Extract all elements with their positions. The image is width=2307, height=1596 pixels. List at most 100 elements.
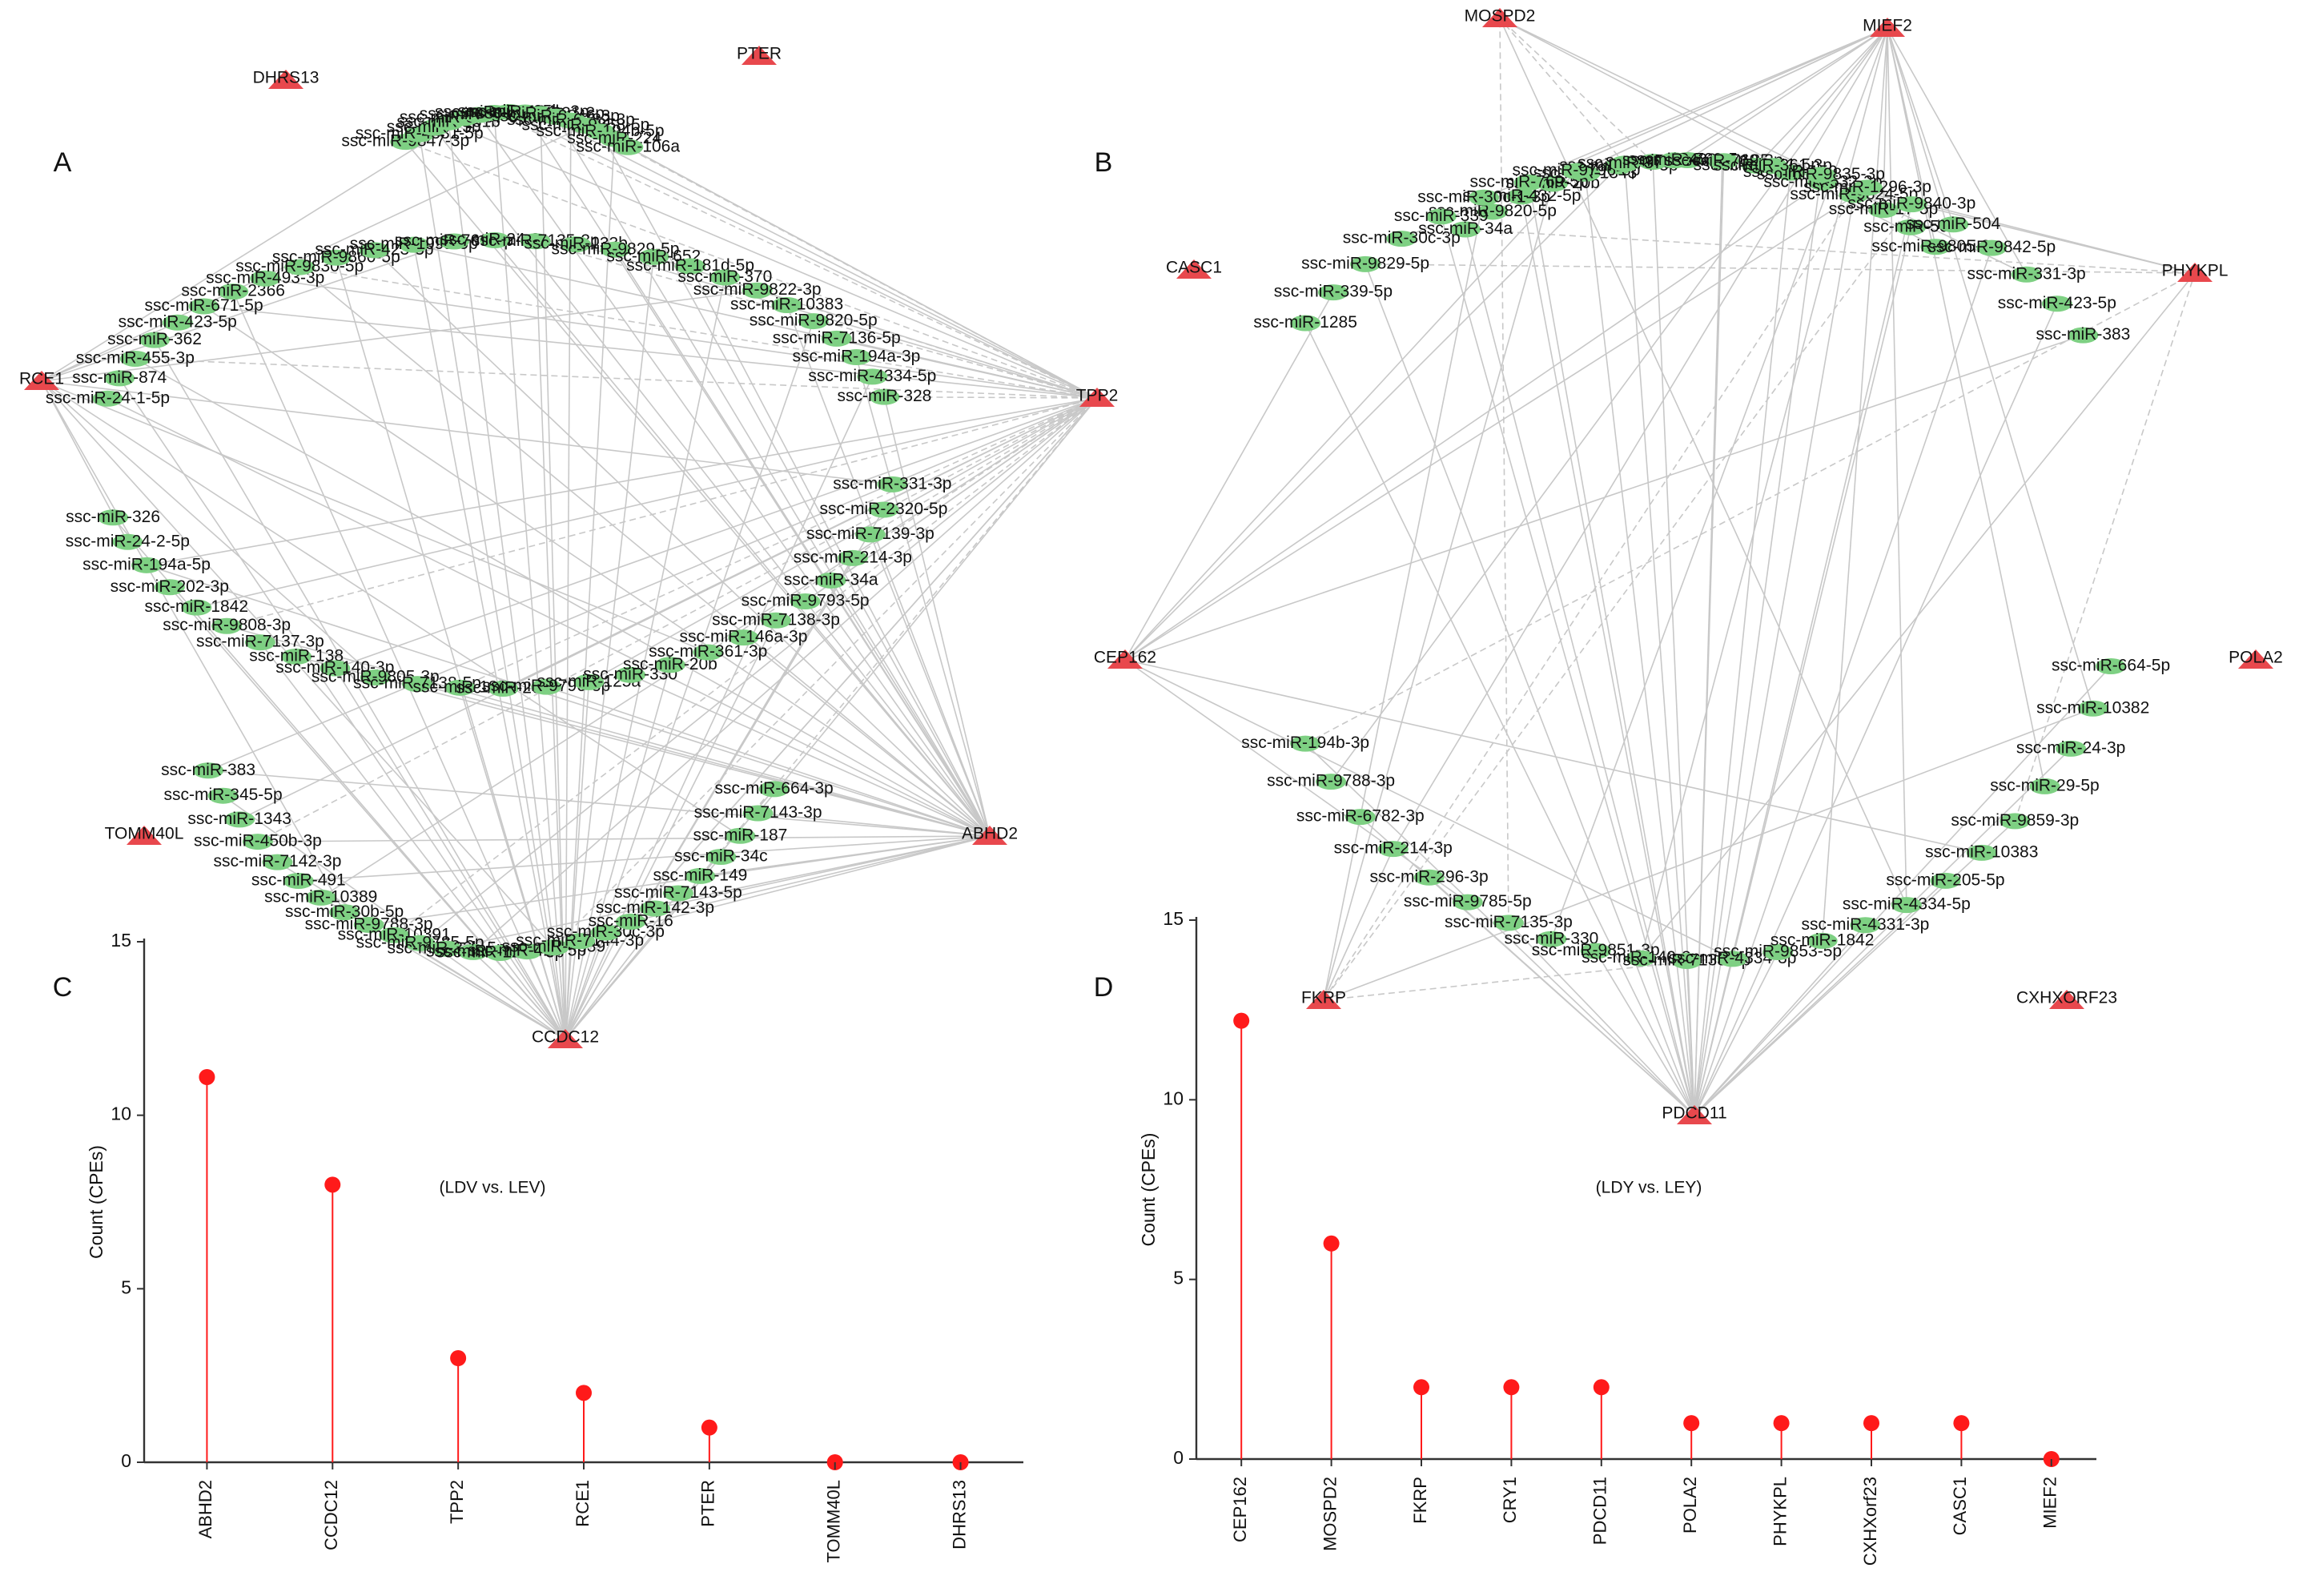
edge-line [1687,27,1888,161]
edge-line [494,239,991,837]
mirna-node-ssc-mir-423-5p: ssc-miR-423-5p [1998,294,2116,312]
edge-line [1887,27,1955,225]
edge-line [493,112,1098,399]
mirna-ellipse [857,368,888,385]
mirna-ellipse [484,944,516,961]
mirna-node-ssc-mir-361-3p: ssc-miR-361-3p [1714,156,1832,175]
edge-line [493,112,566,1040]
mirna-ellipse [224,811,255,828]
mirna-ellipse [1413,869,1445,886]
mirna-label: ssc-miR-214-3p [1334,839,1453,858]
mirna-ellipse [444,679,476,696]
mirna-node-ssc-mir-9785-5p: ssc-miR-9785-5p [1404,892,1532,911]
mirna-ellipse [1920,239,1951,255]
mirna-label: ssc-miR-214-3p [794,548,912,566]
edge-line [418,134,566,1040]
edge-line [1640,27,1888,959]
mirna-label: ssc-miR-769-3p [1664,151,1782,170]
edge-line [1441,216,1695,1116]
mirna-label: ssc-miR-30c-3p [1343,229,1461,247]
mirna-ellipse [1477,203,1508,220]
mirna-label: ssc-miR-9858-5p [521,115,649,134]
mirna-label: ssc-miR-1842 [1770,931,1875,949]
mirna-ellipse [638,248,669,265]
gene-label: PHYKPL [2162,262,2229,280]
mirna-label: ssc-miR-362 [107,330,202,348]
edge-line [1694,161,1725,1116]
mirna-label: ssc-miR-383 [2036,325,2131,344]
mirna-node-ssc-mir-361-3p: ssc-miR-361-3p [649,642,767,661]
mirna-ellipse [821,330,852,347]
mirna-ellipse [1561,163,1592,179]
mirna-node-ssc-mir-30c-3p: ssc-miR-30c-3p [1343,229,1461,247]
edge-line [2014,272,2196,822]
mirna-node-ssc-mir-142-3p: ssc-miR-142-3p [596,899,714,917]
lollipop-point-cry1 [1503,1379,1520,1396]
mirna-label: ssc-miR-331-3p [833,474,951,492]
mirna-node-ssc-mir-7139-3p: ssc-miR-7139-3p [806,525,934,543]
edge-line [629,674,991,837]
mirna-node-ssc-mir-455-3p: ssc-miR-455-3p [76,349,195,368]
mirna-label: ssc-miR-7143-3p [694,803,822,822]
mirna-ellipse [590,924,621,941]
edge-line [478,115,991,837]
mirna-ellipse [815,572,846,589]
mirna-ellipse [139,332,171,348]
mirna-label: ssc-miR-7137-3p [196,633,324,651]
edge-line [830,580,991,837]
mirna-node-ssc-mir-146a-3p: ssc-miR-146a-3p [680,628,808,646]
mirna-node-ssc-mir-7135-3p: ssc-miR-7135-3p [1445,913,1573,931]
x-tick-label: CCDC12 [321,1480,341,1550]
mirna-ellipse [1717,951,1748,967]
mirna-node-ssc-mir-328: ssc-miR-328 [838,387,932,405]
network-panel-a: ssc-miR-9847-3pssc-miR-4331-5pssc-miR-15… [19,45,1118,1048]
mirna-ellipse [284,259,316,275]
gene-node-pdcd11: PDCD11 [1662,1104,1727,1124]
mirna-node-ssc-mir-1842: ssc-miR-1842 [145,597,249,616]
mirna-ellipse [1493,915,1524,931]
edge-line [1304,743,1695,1116]
edge-line [154,340,566,1040]
gene-triangle [1079,388,1115,407]
edge-line [565,277,726,1040]
mirna-ellipse [725,827,756,844]
mirna-ellipse [771,296,802,313]
x-tick-label: PDCD11 [1590,1477,1610,1545]
mirna-ellipse [207,787,239,804]
mirna-ellipse [218,283,249,300]
mirna-label: ssc-miR-1842 [145,597,249,616]
edge-line [334,668,566,1040]
mirna-ellipse [188,298,219,315]
y-tick-label: 15 [1163,908,1184,929]
mirna-ellipse [573,673,605,690]
x-tick-label: DHRS13 [949,1480,969,1550]
lollipop-point-mospd2 [1323,1235,1340,1252]
edge-line [540,114,566,1040]
edge-line [1528,182,1695,1116]
edge-line [1694,820,2016,1116]
mirna-ellipse [742,805,774,822]
lollipop-point-cep162 [1233,1012,1250,1029]
mirna-node-ssc-mir-6782-3p: ssc-miR-6782-3p [1296,807,1425,826]
mirna-ellipse [1350,255,1381,272]
gene-label: CASC1 [1166,259,1222,277]
edge-line [146,397,1098,566]
edge-line [565,139,616,1040]
mirna-ellipse [685,867,716,884]
mirna-ellipse [662,885,693,902]
edge-line [509,111,1098,399]
edge-line [540,113,1098,399]
mirna-label: ssc-miR-1296-3p [1803,178,1931,196]
mirna-node-ssc-mir-423-5p: ssc-miR-423-5p [119,312,237,331]
edge-line [580,835,991,943]
gene-label: RCE1 [19,370,64,388]
mirna-label: ssc-miR-205 [456,679,550,697]
mirna-ellipse [1580,943,1611,959]
mirna-ellipse [250,270,281,287]
mirna-ellipse [479,232,510,249]
lollipop-point-rce1 [576,1385,592,1401]
lollipop-point-cxhxorf23 [1863,1415,1879,1432]
edge-line [1483,27,1888,199]
mirna-node-ssc-mir-874: ssc-miR-874 [72,368,167,387]
lollipop-chart-d: 0 5 10 15 Count (CPEs) (LDY vs. LEY) CEP162 MOS… [1138,908,2096,1566]
